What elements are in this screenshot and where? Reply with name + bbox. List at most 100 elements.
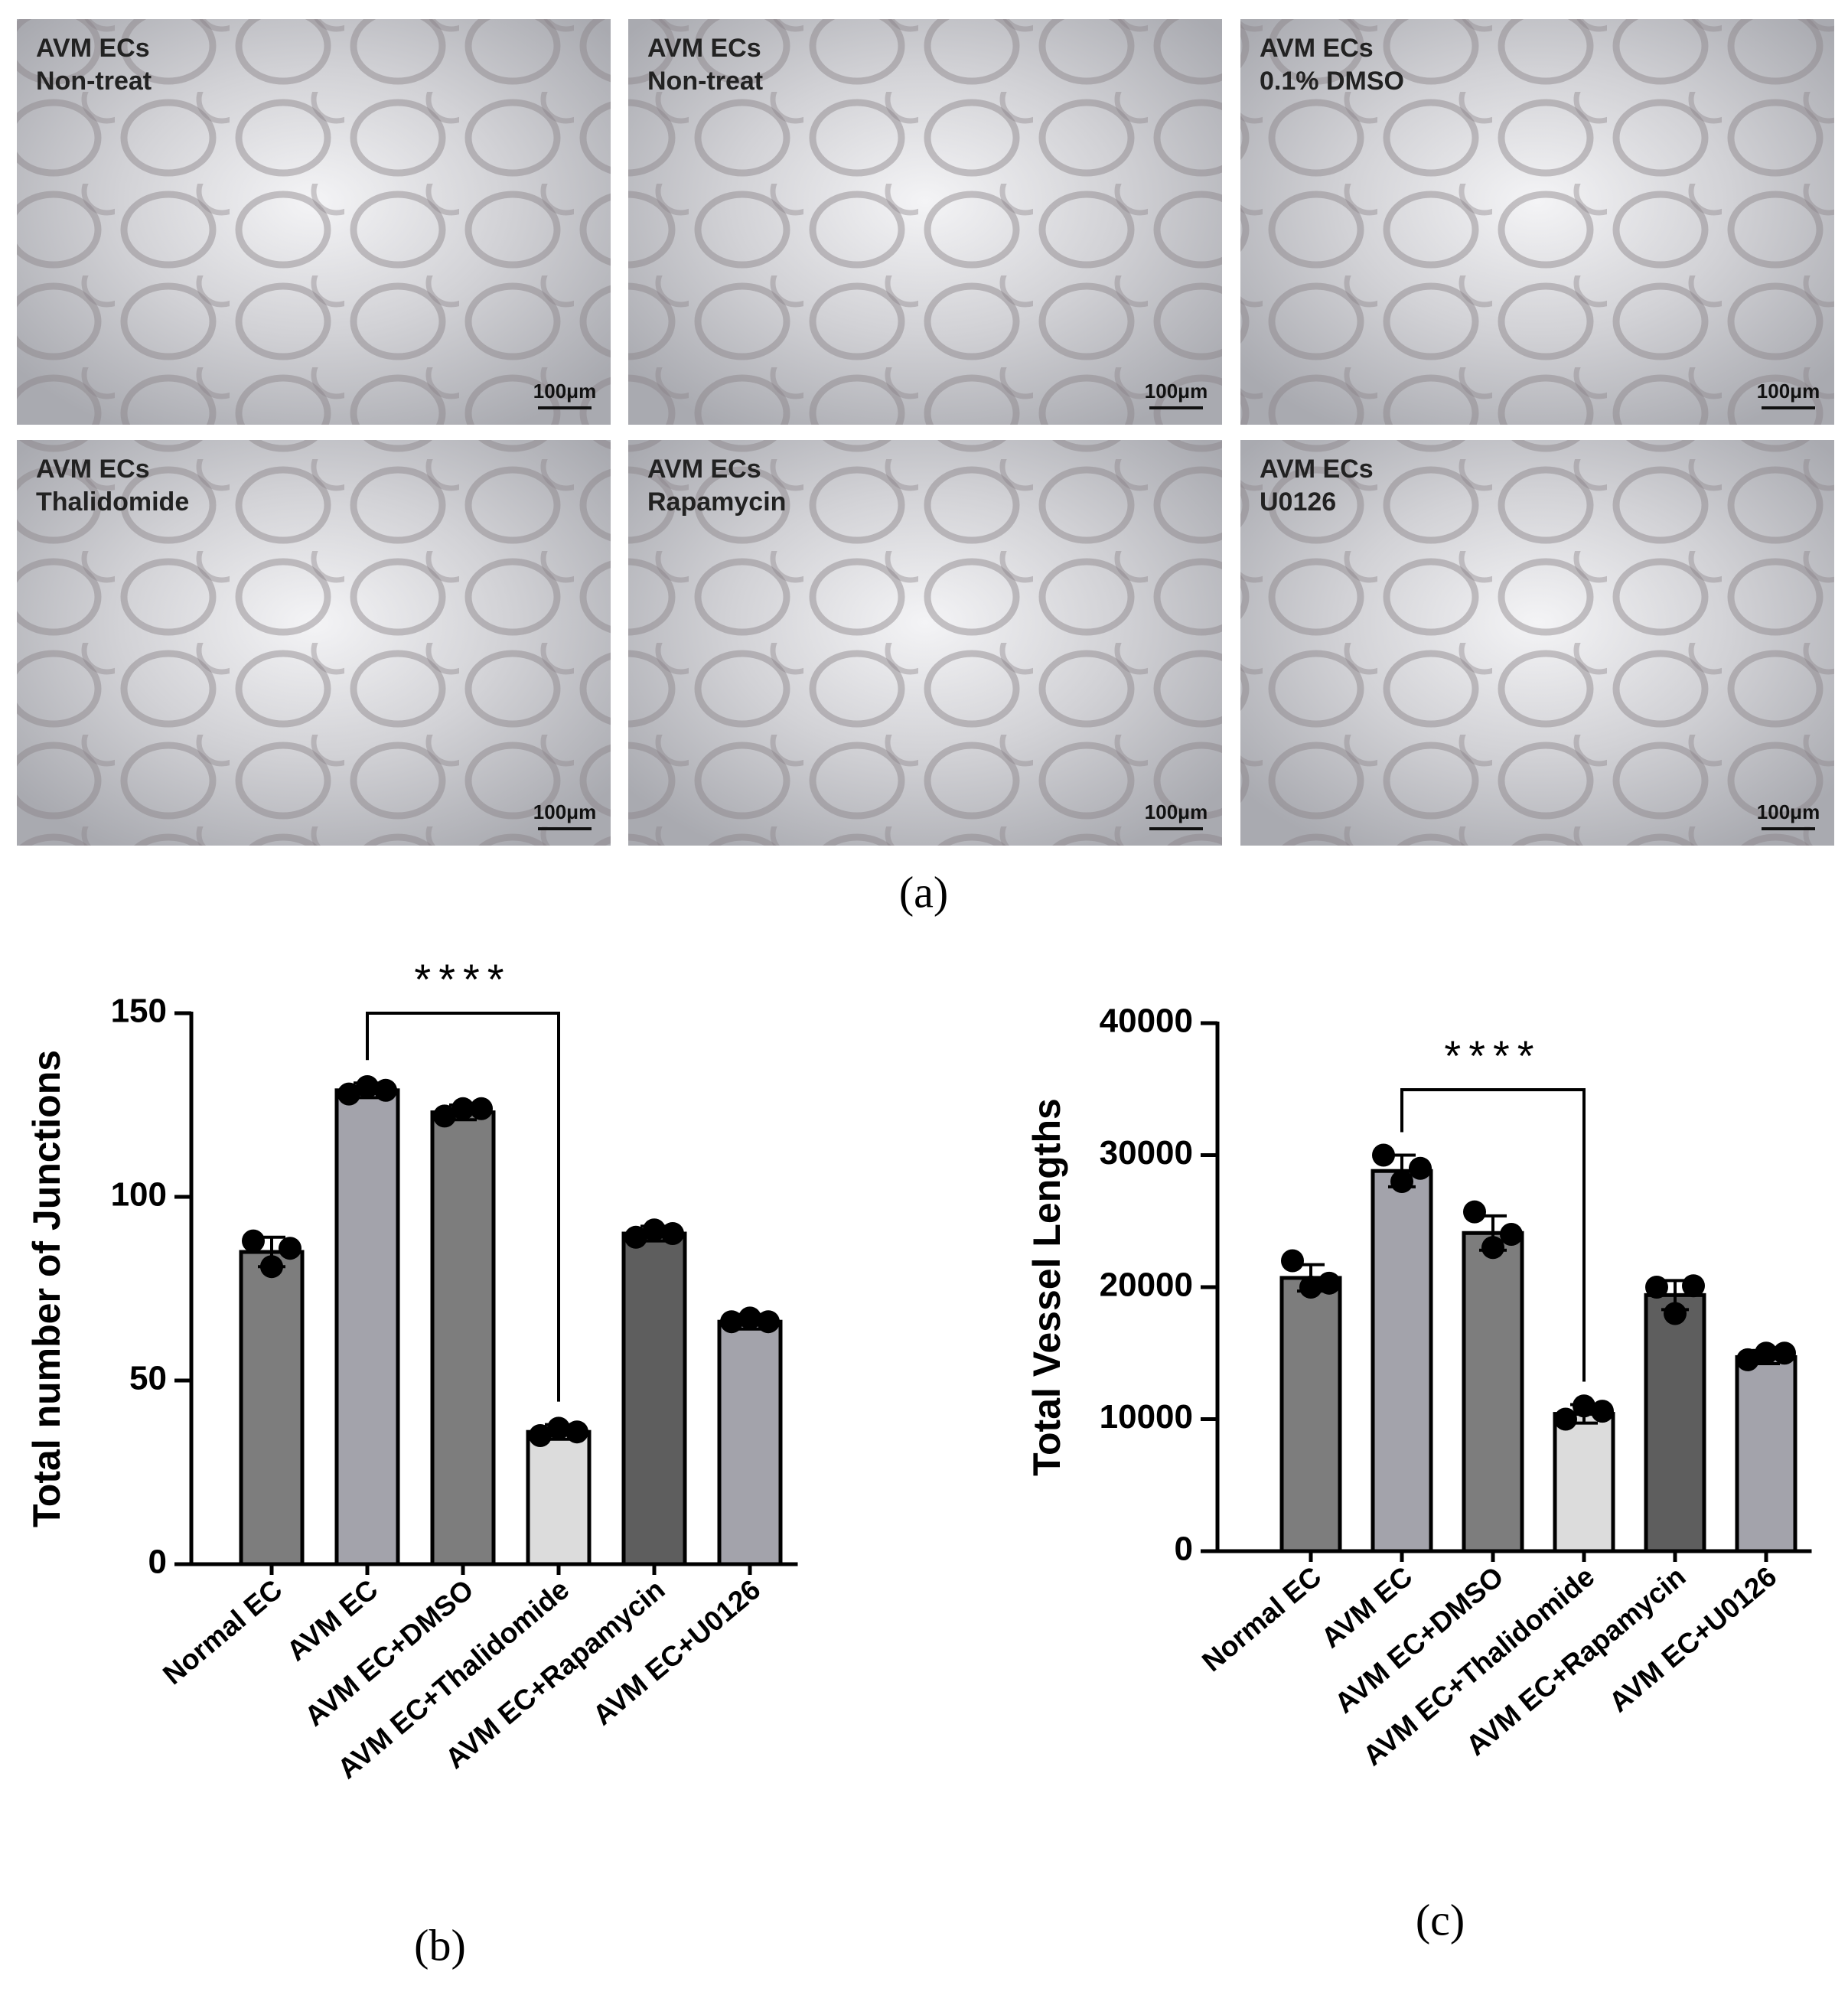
y-tick-label: 50 xyxy=(129,1360,167,1397)
panel-sublabel: 0.1% DMSO xyxy=(1260,67,1404,96)
data-point xyxy=(565,1420,588,1444)
data-point xyxy=(1299,1276,1322,1299)
bar xyxy=(1553,1412,1615,1553)
micrograph: AVM ECs 0.1% DMSO 100μm xyxy=(1240,19,1834,425)
data-point xyxy=(661,1222,684,1245)
x-tick-label: AVM EC+U0126 xyxy=(1603,1560,1783,1718)
data-point xyxy=(1573,1394,1595,1418)
micrograph-texture xyxy=(17,440,611,846)
data-point xyxy=(1463,1200,1486,1224)
data-point xyxy=(547,1416,570,1440)
bar xyxy=(1644,1293,1706,1553)
panel-sublabel: Thalidomide xyxy=(36,487,189,517)
micrograph: AVM ECs U0126 100μm xyxy=(1240,440,1834,846)
panel-label: AVM ECs xyxy=(36,455,150,484)
y-tick-label: 0 xyxy=(148,1544,167,1581)
bar xyxy=(1279,1276,1342,1553)
panel-sublabel: Rapamycin xyxy=(647,487,786,517)
scale-label: 100μm xyxy=(533,380,596,403)
data-point xyxy=(356,1075,379,1098)
micrograph-texture xyxy=(1240,440,1834,846)
bar-chart: 0 50 100 150 Total number of Junctions Normal… xyxy=(25,955,798,1970)
micrograph-texture xyxy=(17,19,611,425)
micrograph: AVM ECs Non-treat 100μm xyxy=(628,19,1222,425)
panel-sublabel: Non-treat xyxy=(647,67,763,96)
bar xyxy=(239,1250,305,1566)
y-tick-label: 40000 xyxy=(1100,1002,1193,1040)
panel-label: AVM ECs xyxy=(1260,455,1374,484)
micrograph-texture xyxy=(628,19,1222,425)
bar xyxy=(1371,1169,1433,1553)
micrograph-texture xyxy=(628,440,1222,846)
micrograph: AVM ECs Rapamycin 100μm xyxy=(628,440,1222,846)
data-point xyxy=(242,1229,265,1253)
panel-label: AVM ECs xyxy=(647,34,761,63)
y-tick-label: 150 xyxy=(111,993,167,1030)
data-point xyxy=(1554,1407,1577,1431)
data-point xyxy=(1281,1249,1304,1273)
significance-bracket xyxy=(366,1012,560,1402)
data-point xyxy=(1390,1170,1413,1193)
caption: (a) xyxy=(899,867,948,917)
y-axis-title: Total number of Junctions xyxy=(25,1050,68,1527)
data-point xyxy=(1409,1156,1432,1180)
data-point xyxy=(1481,1236,1504,1260)
y-tick-label: 10000 xyxy=(1100,1398,1193,1436)
scale-label: 100μm xyxy=(1145,800,1208,823)
data-point xyxy=(1500,1223,1523,1246)
x-tick-label: AVM EC+DMSO xyxy=(298,1573,479,1732)
data-point xyxy=(1736,1348,1759,1371)
panel-label: AVM ECs xyxy=(1260,34,1374,63)
y-tick-label: 20000 xyxy=(1100,1266,1193,1304)
caption: (c) xyxy=(1416,1895,1465,1944)
bar xyxy=(717,1319,783,1566)
significance-bracket xyxy=(1400,1088,1586,1382)
data-point xyxy=(1591,1400,1614,1423)
micrograph-texture xyxy=(1240,19,1834,425)
micrograph-grid: AVM ECs Non-treat 100μm AVM ECs Non-treat 100… xyxy=(17,19,1834,846)
data-point xyxy=(279,1237,301,1260)
y-axis-title: Total Vessel Lengths xyxy=(1025,1098,1068,1476)
panel-label: AVM ECs xyxy=(647,455,761,484)
data-point xyxy=(1755,1341,1778,1365)
data-point xyxy=(1318,1271,1341,1295)
micrograph: AVM ECs Thalidomide 100μm xyxy=(17,440,611,846)
x-tick-label: Normal EC xyxy=(1196,1560,1327,1677)
bar xyxy=(430,1110,496,1566)
caption: (b) xyxy=(414,1920,466,1970)
bar xyxy=(621,1231,687,1566)
data-point xyxy=(1773,1341,1796,1365)
bar xyxy=(1462,1231,1524,1553)
y-tick-label: 30000 xyxy=(1100,1134,1193,1172)
y-tick-label: 0 xyxy=(1175,1530,1193,1568)
data-point xyxy=(1372,1143,1395,1167)
data-point xyxy=(374,1078,397,1102)
panel-sublabel: Non-treat xyxy=(36,67,152,96)
panel-sublabel: U0126 xyxy=(1260,487,1336,517)
data-point xyxy=(720,1310,743,1334)
x-tick-label: AVM EC+U0126 xyxy=(587,1573,767,1731)
data-point xyxy=(1664,1302,1687,1325)
data-point xyxy=(643,1218,666,1242)
data-point xyxy=(470,1097,493,1120)
data-point xyxy=(433,1104,456,1128)
charts: 0 50 100 150 Total number of Junctions Normal… xyxy=(25,955,1812,1970)
scale-label: 100μm xyxy=(1145,380,1208,403)
data-point xyxy=(529,1424,552,1447)
bar xyxy=(334,1088,400,1566)
scale-label: 100μm xyxy=(533,800,596,823)
data-point xyxy=(624,1225,647,1249)
y-tick-label: 100 xyxy=(111,1176,167,1214)
significance-label: **** xyxy=(1444,1032,1541,1080)
bar xyxy=(526,1429,592,1566)
data-point xyxy=(738,1306,761,1330)
micrograph: AVM ECs Non-treat 100μm xyxy=(17,19,611,425)
scale-label: 100μm xyxy=(1757,800,1820,823)
significance-label: **** xyxy=(414,955,511,1003)
data-point xyxy=(1645,1276,1668,1299)
bar xyxy=(1735,1354,1797,1553)
data-point xyxy=(260,1255,283,1279)
data-point xyxy=(451,1097,474,1120)
scale-label: 100μm xyxy=(1757,380,1820,403)
